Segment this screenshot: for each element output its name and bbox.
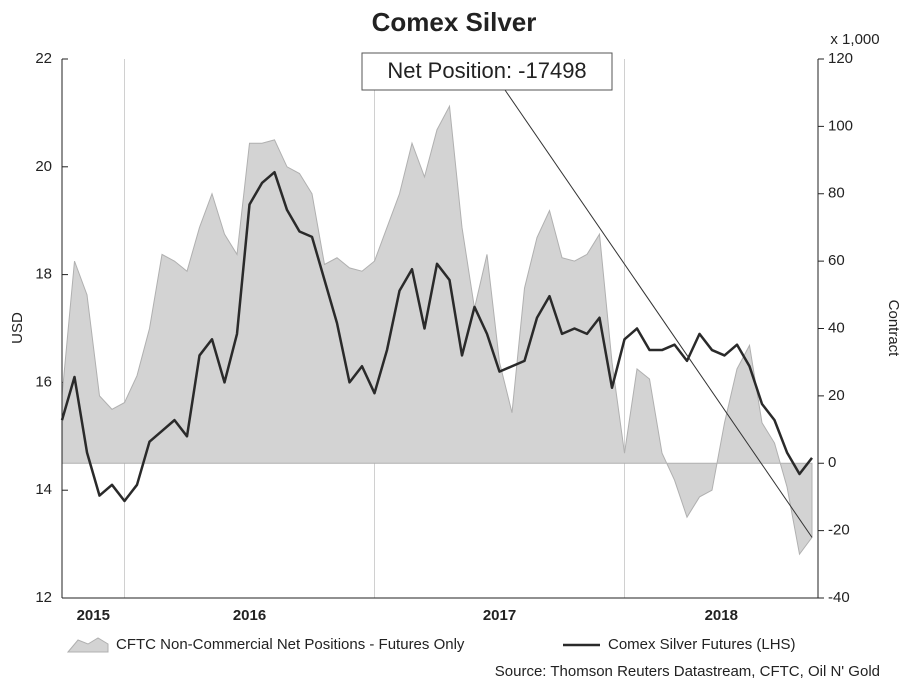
line xyxy=(60,170,813,503)
y-tick-label: 18 xyxy=(35,266,52,283)
y2-unit: x 1,000 xyxy=(830,31,879,48)
y-tick-label: 12 xyxy=(35,589,52,606)
y2-axis-label: Contract xyxy=(885,300,902,358)
x-tick-label: 2018 xyxy=(705,607,738,624)
y-tick-label: 20 xyxy=(35,158,52,175)
y2-tick-label: 60 xyxy=(828,252,845,269)
legend-label: CFTC Non-Commercial Net Positions - Futu… xyxy=(116,636,465,653)
y2-tick-label: 100 xyxy=(828,117,853,134)
x-tick-label: 2016 xyxy=(233,607,266,624)
area xyxy=(61,104,813,556)
y2-tick-label: 0 xyxy=(828,454,836,471)
y2-tick-label: 40 xyxy=(828,319,845,336)
y2-tick-label: 80 xyxy=(828,185,845,202)
annotation-text: Net Position: -17498 xyxy=(387,58,586,83)
y-tick-label: 14 xyxy=(35,481,52,498)
source-note: Source: Thomson Reuters Datastream, CFTC… xyxy=(495,663,880,680)
x-tick-label: 2015 xyxy=(77,607,110,624)
y2-tick-label: -40 xyxy=(828,589,850,606)
y2-tick-label: -20 xyxy=(828,522,850,539)
y2-tick-label: 20 xyxy=(828,387,845,404)
y-tick-label: 16 xyxy=(35,373,52,390)
x-tick-label: 2017 xyxy=(483,607,516,624)
annotation-box xyxy=(361,52,613,91)
legend-swatch xyxy=(66,637,109,653)
y2-tick-label: 120 xyxy=(828,50,853,67)
legend-label: Comex Silver Futures (LHS) xyxy=(608,636,796,653)
y-tick-label: 22 xyxy=(35,50,52,67)
chart-title: Comex Silver xyxy=(372,7,537,37)
y-axis-label: USD xyxy=(9,312,26,344)
annotation-line xyxy=(504,89,813,538)
